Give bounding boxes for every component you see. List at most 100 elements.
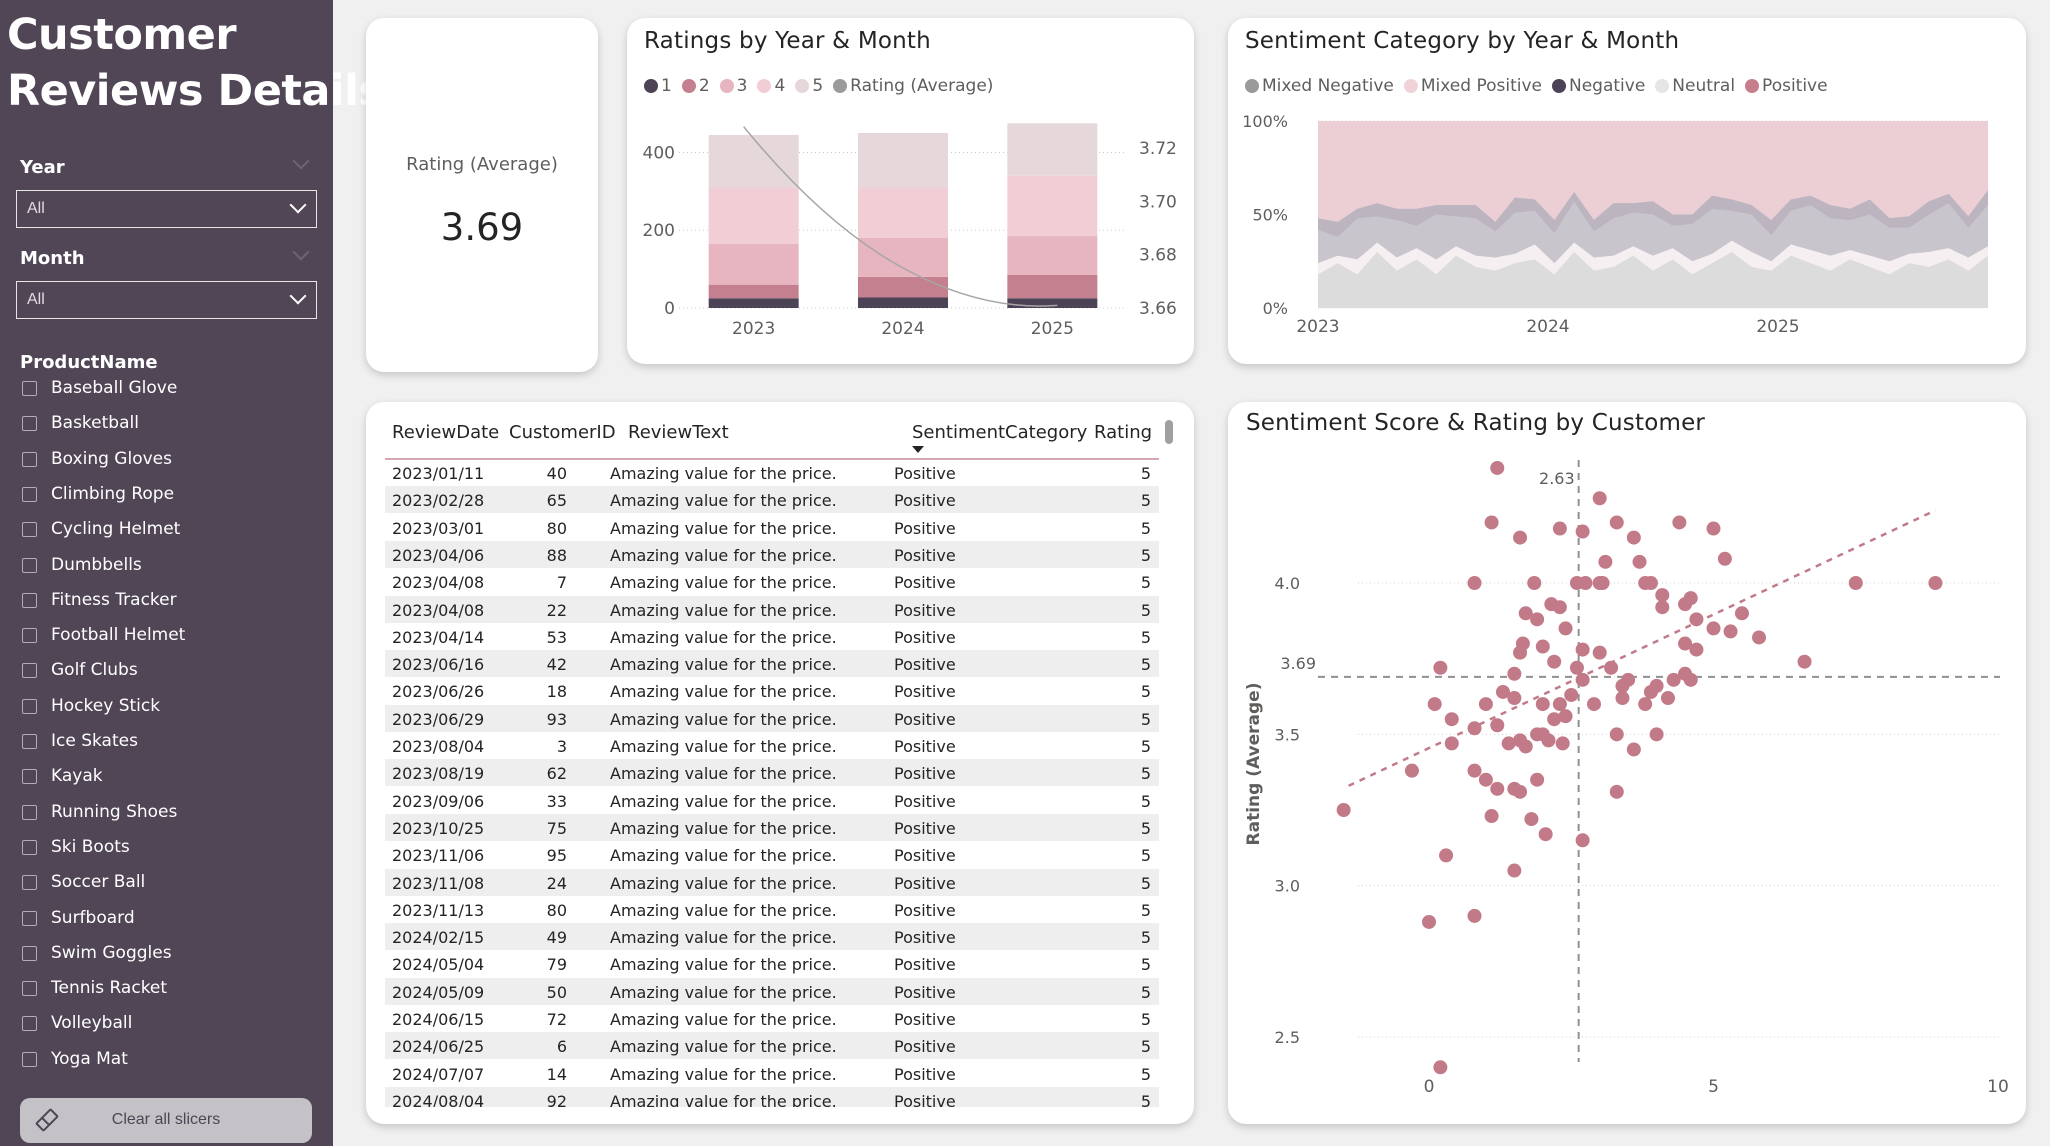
ratings-legend-item[interactable]: Rating (Average) — [833, 76, 993, 96]
table-row[interactable]: 2023/02/28 65 Amazing value for the price.… — [385, 486, 1159, 514]
checkbox[interactable] — [22, 381, 37, 396]
month-slicer-collapse-icon[interactable] — [292, 243, 310, 261]
clear-all-slicers-button[interactable]: Clear all slicers — [20, 1098, 312, 1143]
checkbox[interactable] — [22, 628, 37, 644]
table-row[interactable]: 2024/07/07 14 Amazing value for the price.… — [385, 1060, 1159, 1087]
year-slicer-collapse-icon[interactable] — [292, 152, 310, 170]
product-slicer-item[interactable]: Yoga Mat — [20, 1049, 310, 1073]
product-slicer-item[interactable]: Kayak — [20, 766, 310, 790]
product-slicer-item[interactable]: Running Shoes — [20, 802, 310, 826]
product-slicer-item[interactable]: Cycling Helmet — [20, 519, 310, 543]
checkbox[interactable] — [22, 981, 37, 997]
year-slicer-dropdown[interactable]: All — [16, 190, 317, 228]
table-scrollbar[interactable] — [1165, 420, 1173, 444]
product-slicer-item[interactable]: Boxing Gloves — [20, 449, 310, 473]
table-row[interactable]: 2023/04/08 22 Amazing value for the price.… — [385, 595, 1159, 623]
product-slicer-item[interactable]: Golf Clubs — [20, 660, 310, 684]
checkbox[interactable] — [22, 486, 37, 502]
cell-reviewdate: 2023/04/08 — [392, 600, 485, 620]
col-header-reviewdate[interactable]: ReviewDate — [392, 422, 500, 443]
table-row[interactable]: 2024/02/15 49 Amazing value for the price.… — [385, 923, 1159, 951]
sentiment-legend-item[interactable]: Mixed Positive — [1403, 76, 1542, 96]
product-slicer-item[interactable]: Ice Skates — [20, 731, 310, 755]
product-slicer-item[interactable]: Surfboard — [20, 908, 310, 932]
table-row[interactable]: 2023/06/29 93 Amazing value for the price.… — [385, 704, 1159, 732]
sentiment-legend-item[interactable]: Mixed Negative — [1245, 76, 1394, 96]
product-slicer-item[interactable]: Dumbbells — [20, 555, 310, 579]
checkbox[interactable] — [22, 875, 37, 891]
table-row[interactable]: 2023/03/01 80 Amazing value for the price.… — [385, 514, 1159, 541]
checkbox[interactable] — [22, 592, 37, 608]
checkbox[interactable] — [22, 769, 37, 785]
table-row[interactable]: 2024/05/04 79 Amazing value for the price.… — [385, 950, 1159, 977]
cell-rating: 5 — [1140, 900, 1151, 920]
checkbox[interactable] — [22, 945, 37, 961]
product-slicer-item[interactable]: Basketball — [20, 413, 310, 437]
checkbox[interactable] — [22, 663, 37, 679]
y2-tick-label: 3.68 — [1139, 246, 1177, 266]
product-slicer-item[interactable]: Football Helmet — [20, 625, 310, 649]
table-row[interactable]: 2023/08/04 3 Amazing value for the price. P… — [385, 732, 1159, 759]
table-row[interactable]: 2023/11/06 95 Amazing value for the price.… — [385, 841, 1159, 868]
legend-label: Neutral — [1672, 76, 1736, 96]
table-row[interactable]: 2023/11/08 24 Amazing value for the price.… — [385, 868, 1159, 896]
table-row[interactable]: 2023/09/06 33 Amazing value for the price.… — [385, 787, 1159, 814]
checkbox[interactable] — [22, 1051, 37, 1067]
checkbox[interactable] — [22, 910, 37, 926]
product-slicer-item[interactable]: Baseball Glove — [20, 378, 310, 402]
table-row[interactable]: 2024/05/09 50 Amazing value for the price.… — [385, 977, 1159, 1005]
checkbox[interactable] — [22, 804, 37, 820]
checkbox[interactable] — [22, 839, 37, 855]
col-header-reviewtext[interactable]: ReviewText — [628, 422, 729, 443]
ratings-legend-item[interactable]: 5 — [795, 76, 823, 96]
legend-label: Positive — [1762, 76, 1828, 96]
product-slicer-item[interactable]: Fitness Tracker — [20, 590, 310, 614]
sort-descending-icon[interactable] — [911, 445, 925, 455]
checkbox[interactable] — [22, 698, 37, 714]
scatter-point — [1592, 491, 1607, 506]
scatter-point — [1467, 721, 1482, 736]
table-row[interactable]: 2023/11/13 80 Amazing value for the price.… — [385, 896, 1159, 923]
table-row[interactable]: 2023/04/14 53 Amazing value for the price.… — [385, 623, 1159, 650]
table-row[interactable]: 2023/04/06 88 Amazing value for the price.… — [385, 540, 1159, 568]
cell-customerid: 18 — [546, 682, 567, 702]
month-slicer-dropdown[interactable]: All — [16, 281, 317, 319]
product-slicer-item[interactable]: Volleyball — [20, 1013, 310, 1037]
checkbox[interactable] — [22, 522, 37, 538]
ratings-legend-item[interactable]: 2 — [681, 76, 710, 96]
product-slicer-item[interactable]: Swim Goggles — [20, 943, 310, 967]
table-row[interactable]: 2023/04/08 7 Amazing value for the price. P… — [385, 568, 1159, 595]
cell-rating: 5 — [1140, 846, 1151, 866]
col-header-sentimentcategory[interactable]: SentimentCategory — [912, 422, 1088, 443]
product-slicer-item[interactable]: Hockey Stick — [20, 696, 310, 720]
ratings-legend-item[interactable]: 3 — [719, 76, 747, 96]
checkbox[interactable] — [22, 1016, 37, 1032]
table-row[interactable]: 2024/06/15 72 Amazing value for the price.… — [385, 1005, 1159, 1032]
table-body[interactable]: 2023/01/11 40 Amazing value for the price.… — [385, 459, 1159, 1107]
checkbox[interactable] — [22, 557, 37, 573]
col-header-rating[interactable]: Rating — [1094, 422, 1153, 443]
table-row[interactable]: 2023/08/19 62 Amazing value for the price.… — [385, 759, 1159, 787]
checkbox[interactable] — [22, 416, 37, 432]
ratings-legend-item[interactable]: 4 — [757, 76, 785, 96]
table-row[interactable]: 2023/10/25 75 Amazing value for the price.… — [385, 813, 1159, 841]
table-row[interactable]: 2024/08/04 92 Amazing value for the price.… — [385, 1086, 1159, 1107]
col-header-customerid[interactable]: CustomerID — [509, 422, 616, 443]
sentiment-legend-item[interactable]: Negative — [1552, 76, 1645, 96]
y-average-label: 3.69 — [1280, 654, 1316, 673]
table-row[interactable]: 2023/06/26 18 Amazing value for the price.… — [385, 677, 1159, 704]
sentiment-legend-item[interactable]: Positive — [1745, 76, 1828, 96]
scatter-point — [1513, 645, 1528, 660]
product-slicer-item[interactable]: Ski Boots — [20, 837, 310, 861]
checkbox[interactable] — [22, 451, 37, 467]
product-slicer-item[interactable]: Soccer Ball — [20, 872, 310, 896]
checkbox[interactable] — [22, 734, 37, 749]
sentiment-legend-item[interactable]: Neutral — [1655, 76, 1735, 96]
product-slicer-item[interactable]: Tennis Racket — [20, 978, 310, 1002]
table-row[interactable]: 2024/06/25 6 Amazing value for the price. P… — [385, 1032, 1159, 1060]
scatter-point — [1689, 612, 1704, 627]
table-row[interactable]: 2023/06/16 42 Amazing value for the price.… — [385, 650, 1159, 678]
ratings-legend-item[interactable]: 1 — [644, 76, 672, 96]
table-row[interactable]: 2023/01/11 40 Amazing value for the price.… — [385, 459, 1159, 486]
product-slicer-item[interactable]: Climbing Rope — [20, 484, 310, 508]
